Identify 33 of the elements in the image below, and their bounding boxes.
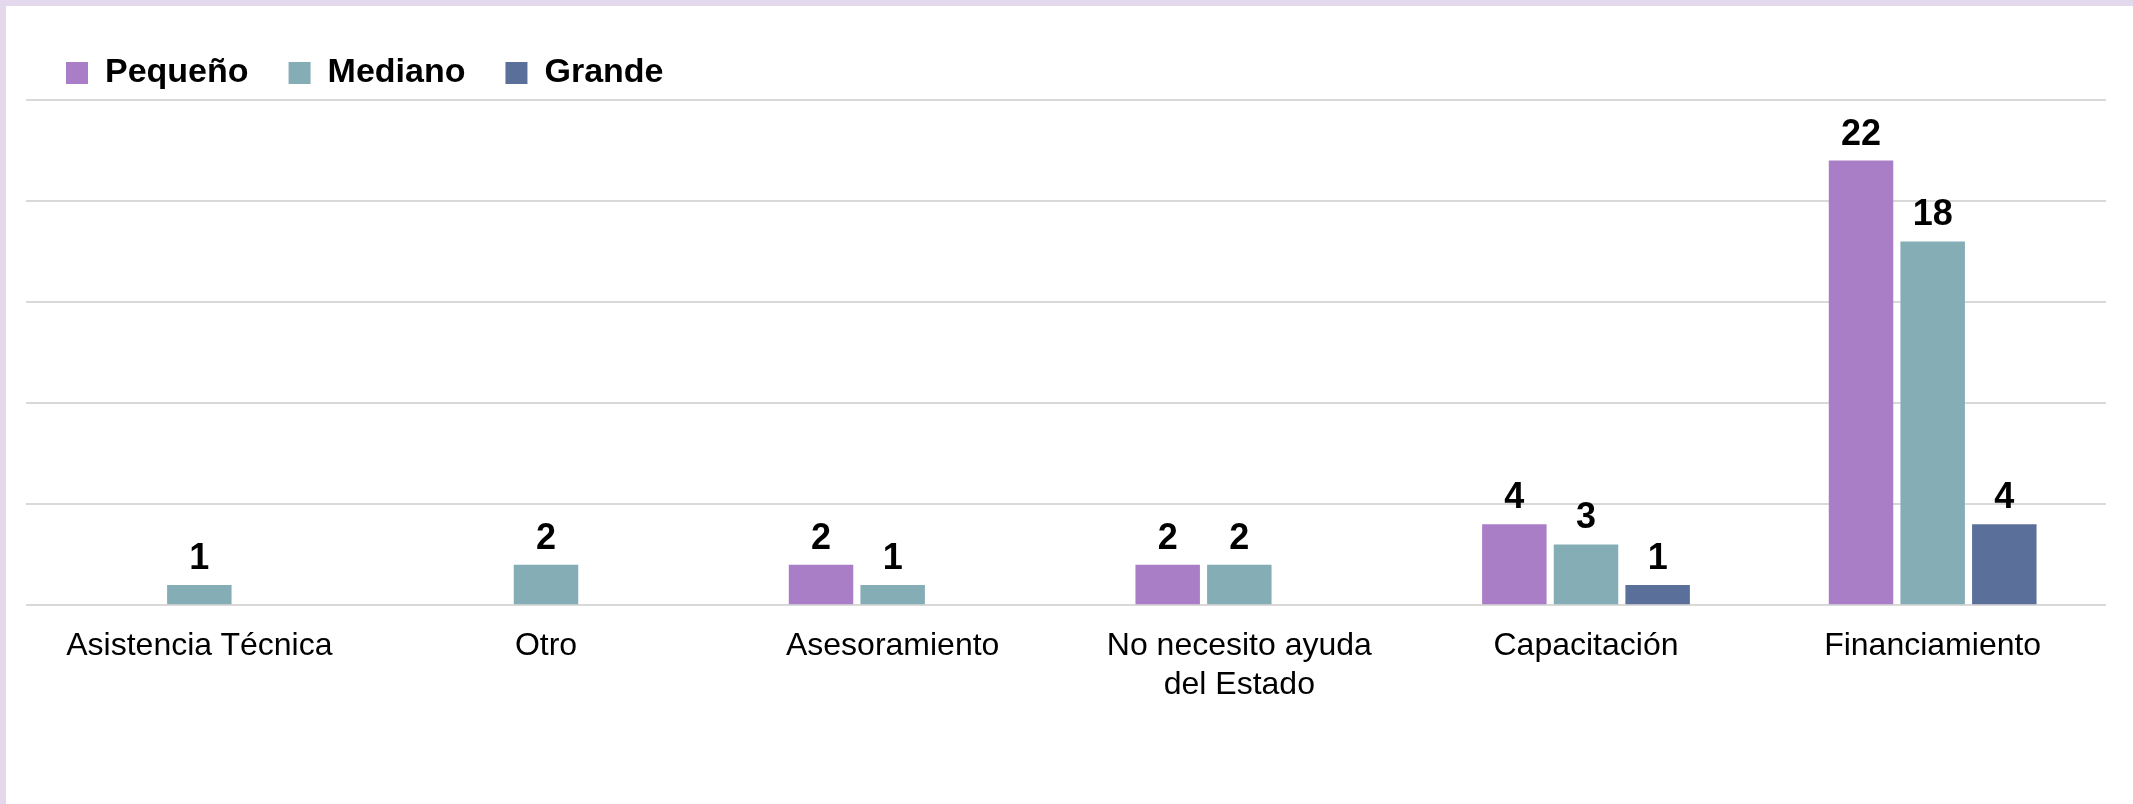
data-label: 1 [189,535,210,577]
bar [167,584,232,605]
data-label: 1 [1647,535,1668,577]
bar [1553,544,1619,605]
data-label: 2 [1157,515,1178,557]
bar [1207,564,1272,605]
bar [1828,160,1894,605]
data-label: 2 [535,515,557,557]
x-tick-label: Financiamiento [1824,626,2042,663]
bar [1135,564,1200,605]
bar [788,564,854,605]
x-tick-label: Asistencia Técnica [66,626,333,663]
data-label: 4 [1994,475,2015,517]
x-tick-label: No necesito ayuda del Estado [1106,626,1373,701]
data-label: 1 [882,535,903,577]
legend-label: Pequeño [105,51,249,90]
data-label: 2 [811,515,832,557]
legend-label: Mediano [327,51,466,90]
bar [513,564,579,605]
data-label: 22 [1841,111,1882,153]
data-label: 3 [1575,495,1597,537]
x-tick-label: Asesoramiento [785,626,1000,663]
data-label: 18 [1912,192,1953,234]
data-label: 2 [1229,515,1250,557]
bar [1972,524,2037,605]
bar [860,584,925,605]
bar [1625,584,1690,605]
legend-label: Grande [544,51,664,90]
data-label: 4 [1504,475,1525,517]
bar [1900,241,1965,605]
bar [1482,524,1547,605]
x-tick-label: Capacitación [1493,626,1679,663]
x-tick-label: Otro [514,626,578,663]
